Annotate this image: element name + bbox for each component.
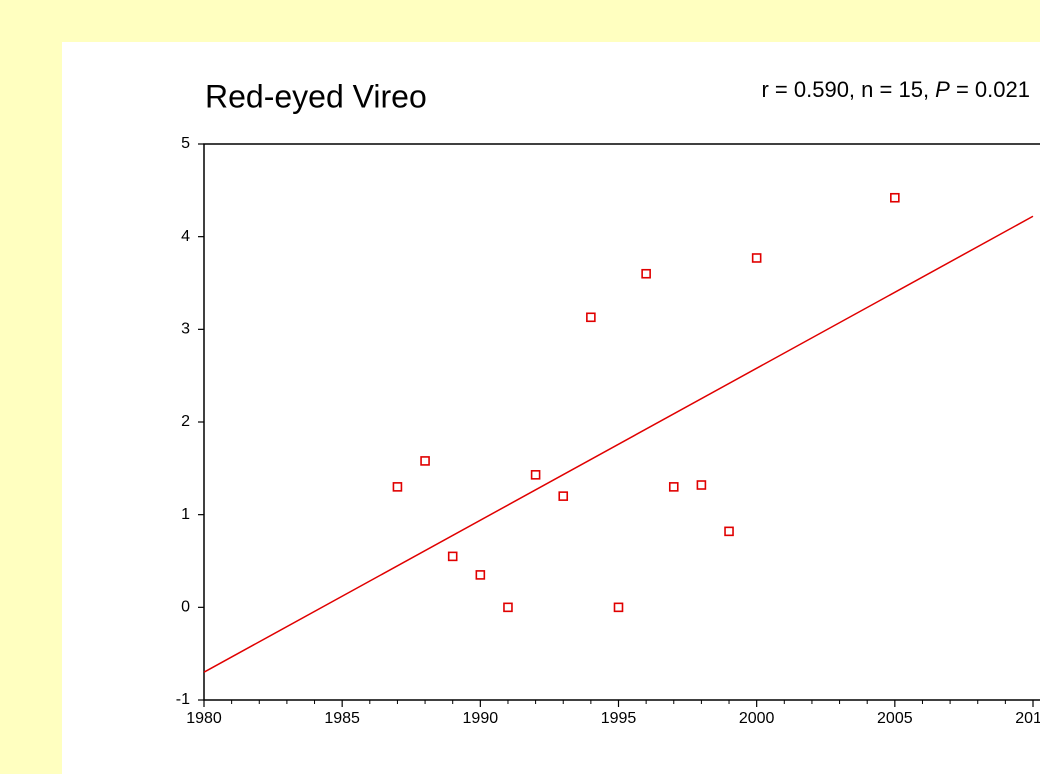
point [668,482,679,492]
chart-panel [62,42,1040,774]
point [475,570,486,580]
point [392,482,403,492]
point [586,312,596,323]
chart-title: Red-eyed Vireo [205,78,427,114]
point [420,456,430,466]
trendline [203,215,1034,673]
x-tick-label: 1980 [186,710,222,727]
y-tick-label: 1 [181,506,190,523]
stats-text: = 0.021 [950,77,1030,102]
point [447,551,458,562]
y-tick-label: -1 [176,691,190,708]
stats-annotation: r = 0.590, n = 15, P = 0.021 [761,77,1030,102]
point [641,268,651,279]
y-tick-label: 0 [181,599,190,616]
stats-text: r = 0.590, n = 15, [761,77,935,102]
point [696,480,707,490]
point [558,491,569,501]
point [724,526,734,537]
y-tick-label: 3 [181,321,190,338]
x-tick-label: 2000 [739,710,775,727]
point [613,602,624,613]
x-tick-label: 1990 [463,710,499,727]
x-tick-label: 1985 [324,710,360,727]
y-tick-label: 5 [181,135,190,152]
y-tick-label: 4 [181,228,190,245]
x-tick-label: 1995 [601,710,637,727]
point [503,602,513,613]
stats-text: P [935,77,950,102]
x-tick-label: 2010 [1015,710,1040,727]
x-tick-label: 2005 [877,710,913,727]
point [751,253,762,263]
point [890,192,900,203]
y-tick-label: 2 [181,413,190,430]
point [530,470,541,480]
